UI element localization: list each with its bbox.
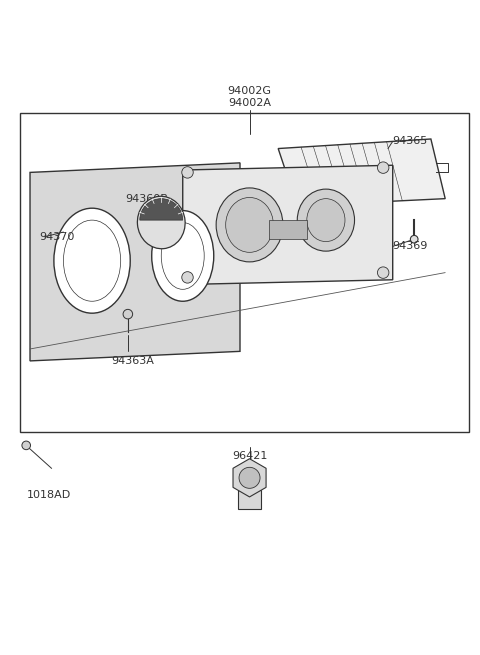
Ellipse shape <box>152 210 214 301</box>
Polygon shape <box>30 163 240 361</box>
Text: 1018AD: 1018AD <box>27 489 71 500</box>
Ellipse shape <box>54 208 130 313</box>
Ellipse shape <box>297 189 355 251</box>
Wedge shape <box>140 198 183 220</box>
Polygon shape <box>233 458 266 497</box>
Text: 94369: 94369 <box>393 242 428 252</box>
Polygon shape <box>183 165 393 284</box>
Polygon shape <box>238 490 262 509</box>
Text: 94363A: 94363A <box>111 356 154 366</box>
Circle shape <box>22 441 31 450</box>
Text: 96421: 96421 <box>232 451 267 461</box>
FancyBboxPatch shape <box>269 220 307 239</box>
Text: 94360B: 94360B <box>125 194 168 204</box>
Ellipse shape <box>216 188 283 262</box>
Circle shape <box>410 235 418 243</box>
Ellipse shape <box>137 196 185 249</box>
Circle shape <box>123 309 132 319</box>
Circle shape <box>377 267 389 278</box>
Circle shape <box>377 162 389 174</box>
Circle shape <box>182 166 193 178</box>
Circle shape <box>239 467 260 489</box>
Polygon shape <box>278 139 445 206</box>
Circle shape <box>182 272 193 283</box>
Text: 94365: 94365 <box>393 136 428 146</box>
Ellipse shape <box>307 198 345 242</box>
Ellipse shape <box>226 197 274 252</box>
Text: 94370: 94370 <box>39 232 75 242</box>
Text: 94002G
94002A: 94002G 94002A <box>228 86 272 108</box>
